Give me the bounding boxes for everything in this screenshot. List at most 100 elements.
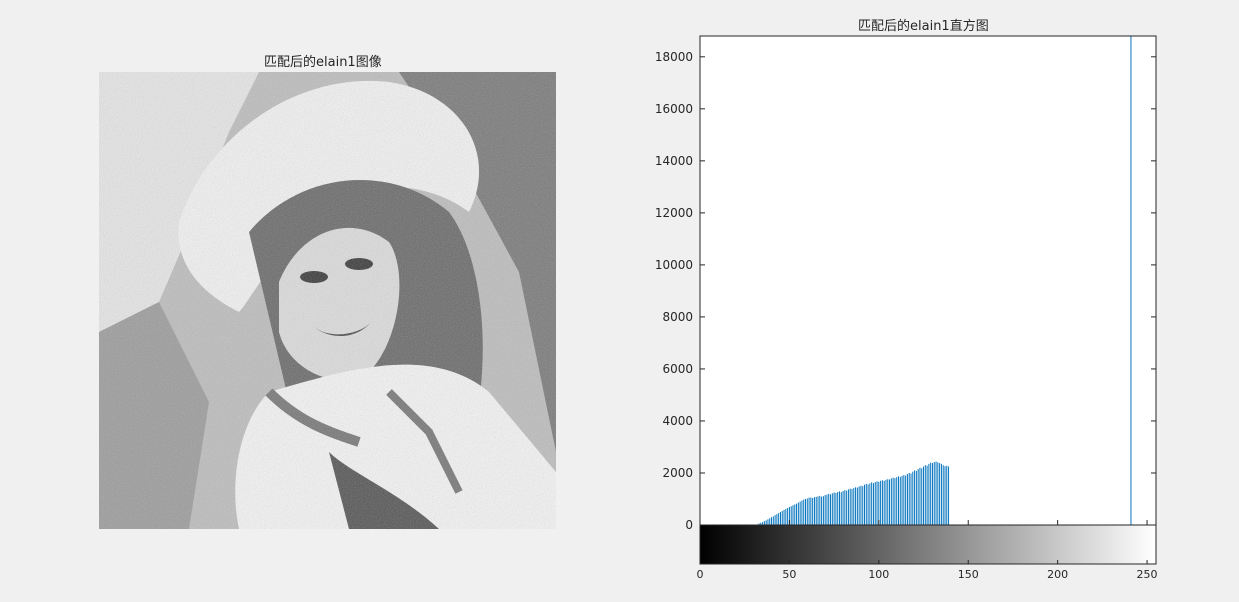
histogram-bar [896,477,898,525]
histogram-bars [758,36,1132,526]
histogram-bar [912,471,914,525]
histogram-bar [931,463,933,525]
histogram-bar [903,475,905,525]
histogram-bar [869,483,871,525]
histogram-bar [914,470,916,525]
histogram-bar [828,493,830,525]
histogram-bar [810,497,812,525]
histogram-bar [876,481,878,525]
histogram-bar [872,483,874,525]
y-tick-label: 14000 [655,154,693,168]
x-tick-label: 200 [1047,568,1068,581]
histogram-bar [887,479,889,525]
y-tick-label: 16000 [655,102,693,116]
y-tick-label: 18000 [655,50,693,64]
histogram-bar [779,511,781,525]
histogram-bar [864,484,866,525]
plot-area [700,36,1156,525]
histogram-title: 匹配后的elain1直方图 [858,19,989,34]
histogram-bar [894,478,896,525]
histogram-bar [928,463,930,526]
histogram-bar [831,493,833,525]
histogram-bar [799,501,801,525]
histogram-bar [933,462,935,525]
histogram-bar [858,486,860,525]
histogram-bar [878,481,880,525]
histogram-bar [898,476,899,525]
histogram-bar [939,463,941,525]
histogram-bar [944,466,946,525]
histogram-bar [801,500,803,525]
histogram-bar [849,488,851,525]
y-axis: 0 2000 4000 6000 8000 10000 12000 14000 16000 180… [655,50,1156,532]
grayscale-colorbar [700,525,1156,564]
histogram-bar [769,518,771,525]
y-tick-label: 6000 [662,362,693,376]
histogram-bar [762,522,764,525]
histogram-bar [926,465,928,525]
histogram-bar [785,508,787,525]
histogram-bar [774,515,776,525]
histogram-bar [919,467,921,525]
histogram-bar [805,498,806,525]
y-tick-label: 2000 [662,466,693,480]
histogram-bar [794,504,796,525]
histogram-bar [908,472,910,525]
histogram-bar [772,516,774,525]
histogram-bar [892,477,894,525]
histogram-bar [808,497,810,525]
histogram-bar [923,466,925,525]
histogram-bar [880,480,882,525]
histogram-bar [917,469,919,525]
histogram-bar [930,462,932,525]
colorbar-box [699,524,1157,565]
histogram-bar [758,523,760,525]
histogram-bar [817,496,819,525]
histogram-bar [935,461,937,525]
histogram-bar [824,495,826,525]
histogram-bar [1130,36,1132,525]
histogram-bar [860,485,862,525]
histogram-bar [760,522,762,525]
histogram-bar [940,463,942,526]
histogram-bar [881,480,883,525]
histogram-bar [901,475,903,525]
grayscale-portrait-image [99,72,556,529]
histogram-bar [946,465,948,525]
histogram-bar [788,507,790,525]
histogram-bar [851,489,853,525]
y-tick-label: 12000 [655,206,693,220]
histogram-bar [846,490,848,525]
histogram-bar [889,479,891,525]
image-title: 匹配后的elain1图像 [264,55,382,70]
histogram-bar [853,488,855,525]
histogram-bar [787,508,789,525]
x-tick-label: 50 [782,568,796,581]
histogram-bar [776,514,778,525]
histogram-bar [833,492,835,525]
histogram-bar [885,479,887,525]
histogram-bar [905,475,907,525]
histogram-bar [915,470,917,525]
matched-image-panel [99,72,556,529]
x-tick-label: 250 [1137,568,1158,581]
histogram-bar [856,487,858,525]
histogram-bar [815,496,817,525]
histogram-bar [837,491,839,525]
histogram-bar [830,494,832,525]
y-tick-label: 8000 [662,310,693,324]
histogram-bar [862,486,864,525]
histogram-bar [812,497,814,525]
x-tick-label: 0 [697,568,704,581]
histogram-bar [806,498,808,525]
histogram-bar [803,499,805,525]
histogram-bar [855,487,857,525]
histogram-bar [763,521,765,525]
histogram-bar [838,491,840,525]
histogram-bar [813,497,815,525]
histogram-bar [840,492,842,525]
y-tick-label: 4000 [662,414,693,428]
histogram-bar [865,483,867,525]
histogram-bar [797,502,799,525]
